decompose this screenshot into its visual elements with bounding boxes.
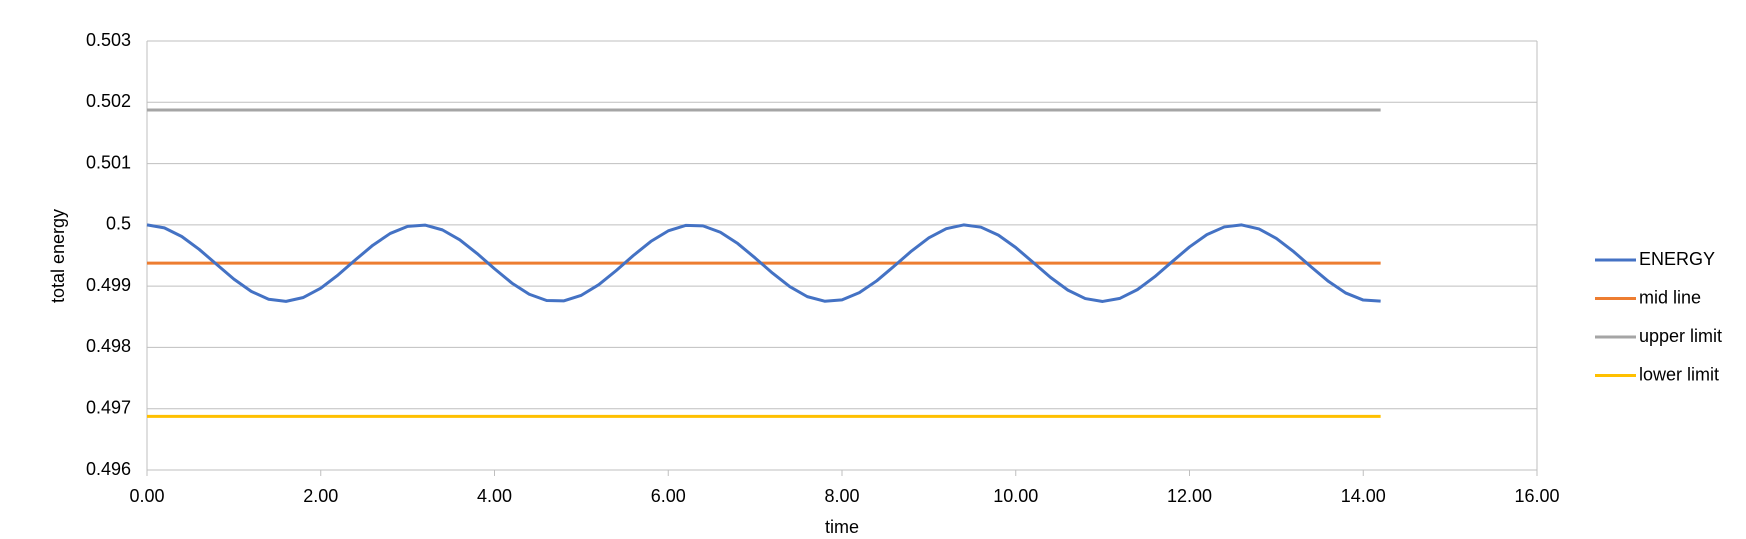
y-tick-label: 0.502: [86, 91, 131, 111]
x-tick-label: 0.00: [129, 486, 164, 506]
x-tick-label: 16.00: [1514, 486, 1559, 506]
x-tick-label: 8.00: [824, 486, 859, 506]
y-tick-label: 0.499: [86, 275, 131, 295]
y-tick-label: 0.501: [86, 152, 131, 172]
x-tick-label: 4.00: [477, 486, 512, 506]
y-tick-label: 0.496: [86, 459, 131, 479]
y-tick-label: 0.5: [106, 214, 131, 234]
legend-label: ENERGY: [1639, 249, 1715, 269]
y-tick-label: 0.498: [86, 336, 131, 356]
y-tick-label: 0.497: [86, 397, 131, 417]
y-axis-label: total energy: [48, 209, 68, 303]
y-tick-label: 0.503: [86, 30, 131, 50]
x-tick-label: 2.00: [303, 486, 338, 506]
legend-label: lower limit: [1639, 364, 1719, 384]
series-line: [146, 223, 1381, 303]
x-tick-label: 6.00: [651, 486, 686, 506]
legend-label: mid line: [1639, 287, 1701, 307]
x-tick-label: 14.00: [1341, 486, 1386, 506]
legend-label: upper limit: [1639, 326, 1722, 346]
x-tick-label: 12.00: [1167, 486, 1212, 506]
x-tick-label: 10.00: [993, 486, 1038, 506]
x-axis-label: time: [825, 517, 859, 537]
